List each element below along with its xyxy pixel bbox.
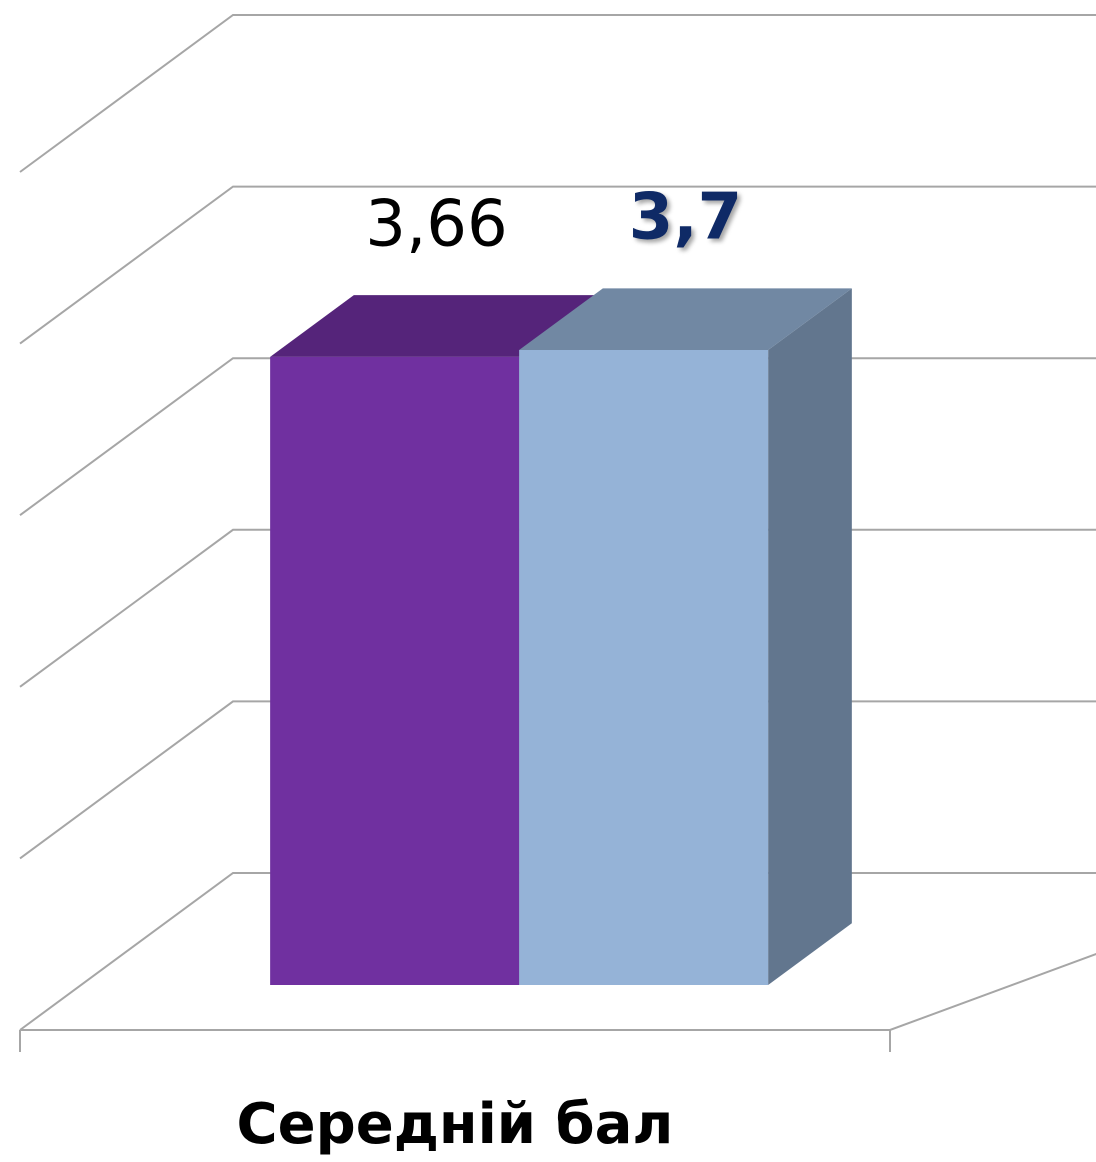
- grid-line: [19, 185, 1096, 345]
- x-tick-label: Середній бал: [237, 1092, 674, 1157]
- data-label: 3,7: [629, 181, 742, 255]
- bar: [519, 350, 769, 985]
- bar-top: [519, 288, 852, 351]
- grid-line: [19, 14, 1096, 173]
- data-label: 3,66: [365, 188, 508, 262]
- bar-side: [768, 288, 852, 985]
- bar: [270, 356, 520, 985]
- bar-top: [270, 295, 603, 357]
